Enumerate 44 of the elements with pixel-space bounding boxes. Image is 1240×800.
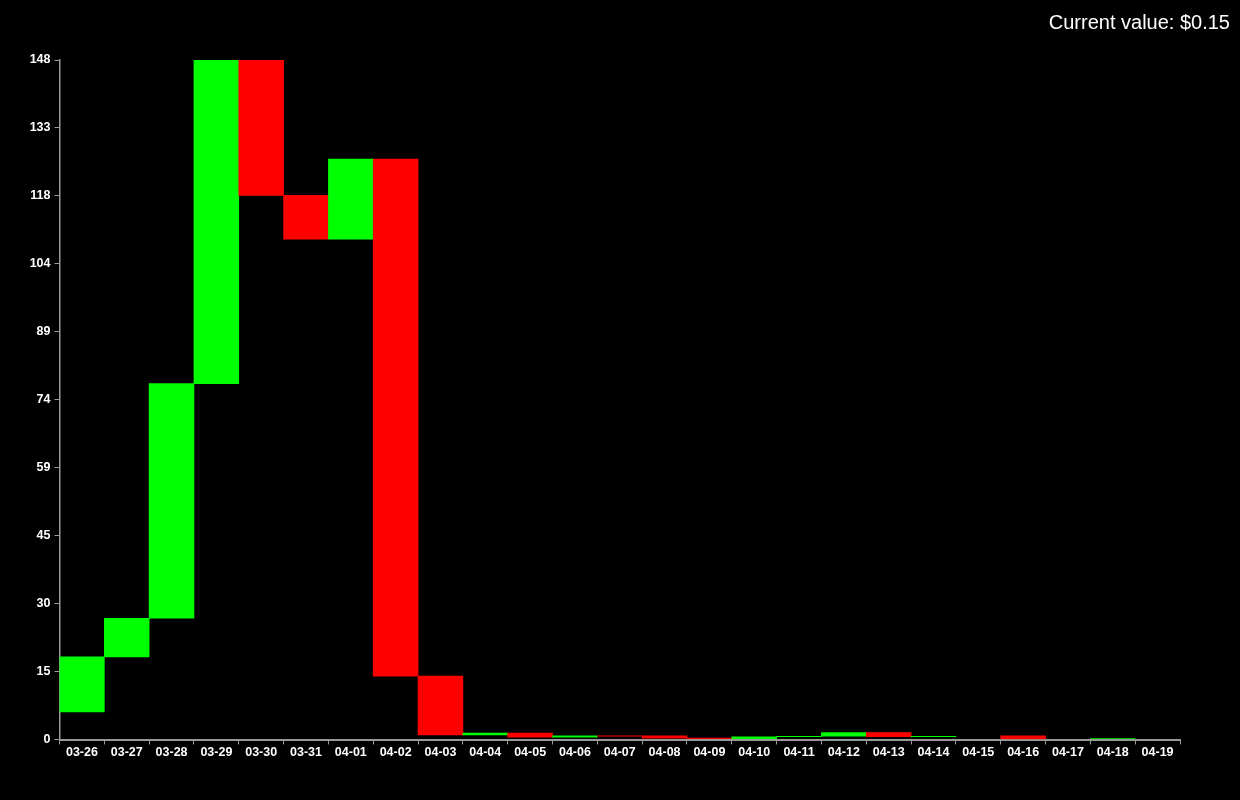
x-tick-label: 03-29 (200, 745, 233, 760)
x-tick-label: 03-28 (155, 745, 188, 760)
x-tick-label: 04-11 (783, 745, 815, 760)
y-tick-label: 148 (29, 52, 51, 67)
x-tick-label: 04-18 (1096, 745, 1129, 760)
bar (507, 732, 553, 738)
x-tick-label: 03-31 (290, 745, 323, 760)
x-tick-label: 04-17 (1051, 745, 1084, 760)
x-tick-label: 04-19 (1141, 745, 1174, 760)
bar (1000, 735, 1046, 740)
y-tick-label: 0 (43, 731, 51, 746)
y-tick-label: 59 (36, 460, 51, 475)
x-tick-label: 04-07 (603, 745, 636, 760)
y-tick-label: 89 (36, 324, 51, 339)
bar (552, 735, 598, 738)
x-tick-label: 04-15 (962, 745, 995, 760)
y-tick-label: 30 (36, 596, 51, 611)
bar (328, 158, 374, 240)
y-tick-label: 118 (30, 188, 51, 203)
x-tick-label: 04-16 (1007, 745, 1040, 760)
x-tick-label: 04-06 (558, 745, 591, 760)
bar (865, 732, 912, 738)
x-tick-label: 04-02 (379, 745, 412, 760)
text: Current value: $0.15 (1048, 11, 1230, 34)
x-tick-label: 04-01 (334, 745, 367, 760)
x-tick-label: 04-12 (827, 745, 860, 760)
x-tick-label: 04-13 (872, 745, 905, 760)
y-tick-label: 104 (29, 256, 51, 271)
x-tick-label: 03-26 (65, 745, 98, 760)
y-tick-label: 74 (36, 392, 51, 407)
y-tick-label: 45 (36, 527, 51, 542)
x-tick-label: 04-14 (917, 745, 950, 760)
x-tick-label: 03-30 (245, 745, 278, 760)
x-tick-label: 04-05 (514, 745, 547, 760)
x-tick-label: 04-10 (738, 745, 771, 760)
x-tick-label: 03-27 (110, 745, 143, 760)
bar (372, 158, 419, 677)
y-tick-label: 15 (36, 664, 51, 678)
y-tick-label: 133 (29, 120, 51, 135)
x-tick-label: 04-03 (424, 745, 457, 760)
bar (417, 675, 464, 736)
x-tick-label: 04-04 (469, 745, 502, 760)
x-tick-label: 04-09 (693, 745, 726, 760)
x-tick-label: 04-08 (648, 745, 681, 760)
